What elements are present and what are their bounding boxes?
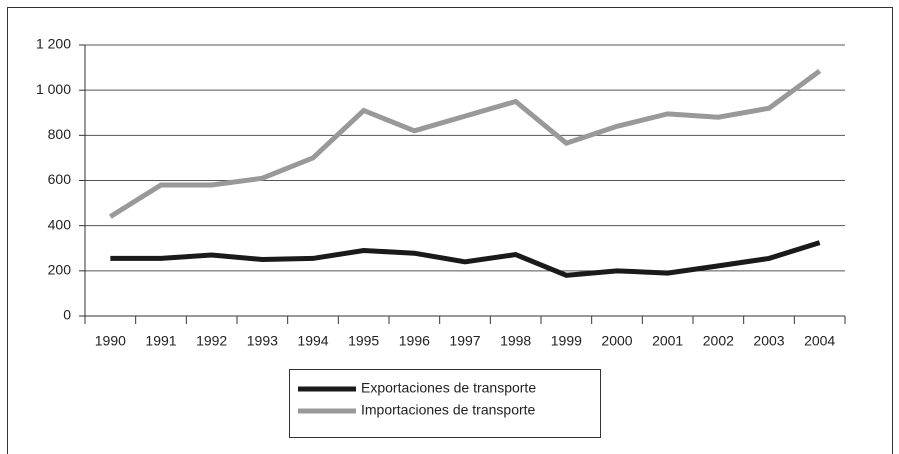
x-tick-label: 1999 bbox=[551, 333, 582, 349]
x-tick-label: 1993 bbox=[247, 333, 278, 349]
series-line bbox=[109, 68, 822, 219]
y-tick-label: 200 bbox=[48, 262, 72, 278]
x-tick-label: 1994 bbox=[297, 333, 328, 349]
y-tick-label: 0 bbox=[63, 307, 71, 323]
legend-label: Exportaciones de transporte bbox=[361, 380, 536, 396]
series-line bbox=[110, 240, 821, 278]
x-tick-label: 2000 bbox=[601, 333, 632, 349]
frame bbox=[7, 7, 893, 454]
x-tick-label: 1995 bbox=[348, 333, 379, 349]
x-tick-label: 1996 bbox=[399, 333, 430, 349]
x-tick-label: 1992 bbox=[196, 333, 227, 349]
y-tick-label: 400 bbox=[48, 216, 72, 232]
x-tick-label: 2004 bbox=[804, 333, 835, 349]
legend-label: Importaciones de transporte bbox=[361, 402, 536, 418]
x-tick-label: 2002 bbox=[703, 333, 734, 349]
x-tick-label: 2003 bbox=[753, 333, 784, 349]
y-tick-label: 1 200 bbox=[36, 36, 71, 52]
x-tick-label: 2001 bbox=[652, 333, 683, 349]
x-tick-label: 1998 bbox=[500, 333, 531, 349]
x-tick-label: 1997 bbox=[449, 333, 480, 349]
y-tick-label: 1 000 bbox=[36, 81, 71, 97]
x-tick-label: 1991 bbox=[145, 333, 176, 349]
y-tick-label: 800 bbox=[48, 126, 72, 142]
x-tick-label: 1990 bbox=[95, 333, 126, 349]
y-tick-label: 600 bbox=[48, 171, 72, 187]
legend-box bbox=[289, 369, 601, 438]
